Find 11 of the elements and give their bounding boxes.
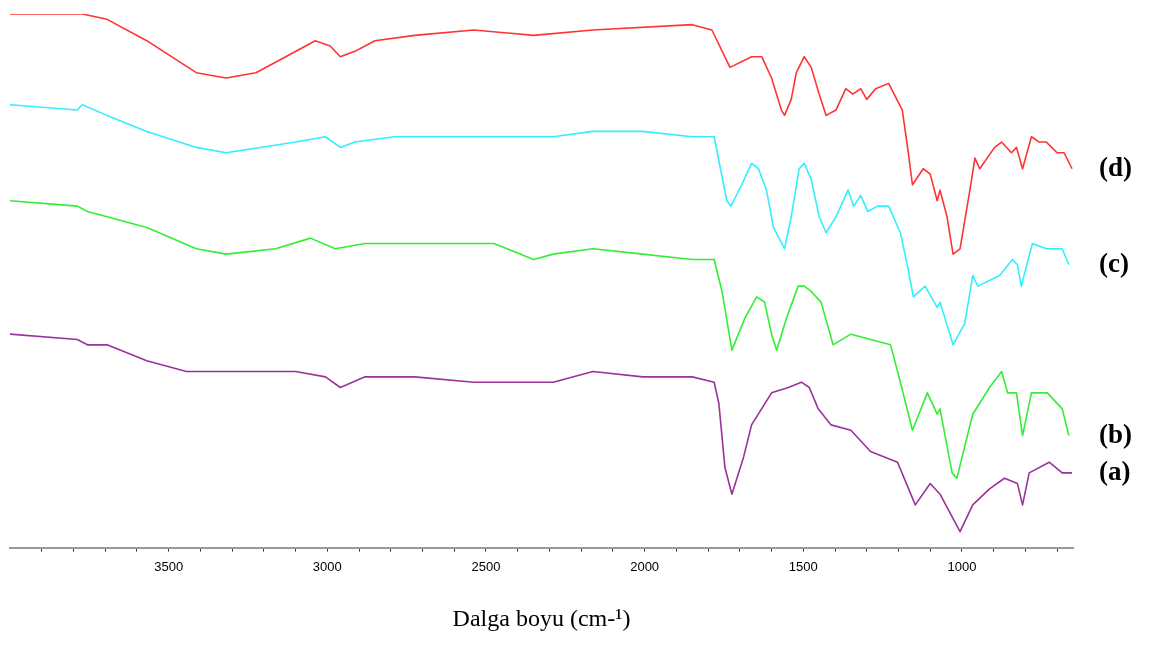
x-tick-label: 1500	[788, 558, 818, 574]
series-label: (c)	[1099, 247, 1129, 278]
series-label: (d)	[1099, 151, 1132, 182]
series-label: (a)	[1099, 455, 1131, 486]
series-label: (b)	[1099, 418, 1132, 449]
x-tick-label: 2500	[471, 558, 501, 574]
x-tick-label: 3000	[312, 558, 342, 574]
x-tick-label: 2000	[630, 558, 660, 574]
x-tick-label: 3500	[154, 558, 184, 574]
x-tick-label: 1000	[947, 558, 977, 574]
x-axis-title: Dalga boyu (cm-¹)	[452, 604, 631, 631]
